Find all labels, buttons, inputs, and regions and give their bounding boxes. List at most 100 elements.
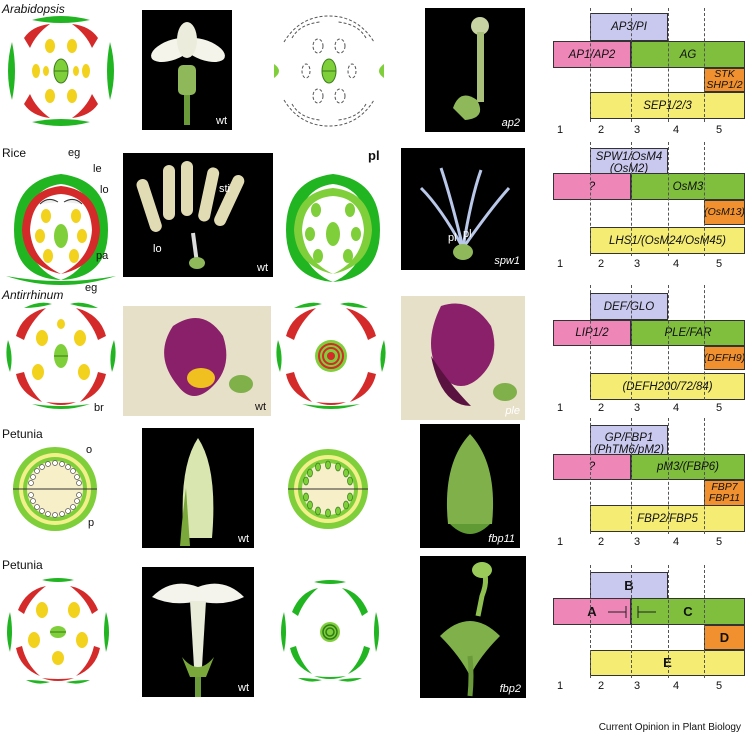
whorl-number: 2 [597,680,605,692]
floral-diagram-wt [6,174,116,285]
whorl-number: 3 [633,536,641,548]
whorl-divider [704,565,705,678]
whorl-divider [668,285,669,400]
gene-box-c: PLE/FAR [631,320,745,346]
mutant-label: spw1 [494,255,520,267]
gene-box-b: AP3/PI [590,13,668,41]
inhibition-arrow-a-to-c [608,606,627,618]
species-label: Petunia [2,558,43,572]
wt-label: wt [257,262,268,274]
floral-diagram-wt [6,302,116,409]
whorl-divider [590,142,591,256]
annotation-le: le [93,163,102,175]
annotation-o: o [86,444,93,456]
whorl-divider [668,8,669,122]
gene-box-b: B [590,572,668,599]
wt-flower-photo: wt [142,567,254,697]
species-label: Petunia [2,427,43,441]
gene-box-a: ? [553,173,631,200]
wt-flower-photo: wt [123,306,271,416]
annotation-pl: pl [463,228,472,240]
mutant-flower-photo: fbp11 [420,424,520,548]
gene-box-a: LIP1/2 [553,320,631,346]
gene-box-d: (DEFH9) [704,346,745,370]
whorl-divider [668,565,669,678]
whorl-number: 1 [556,536,564,548]
mutant-flower-photo: pl pl spw1 [401,148,525,270]
whorl-number: 4 [672,258,680,270]
gene-box-c: pM3/(FBP6) [631,454,745,480]
whorl-divider [590,285,591,400]
gene-box-c: OsM3 [631,173,745,200]
whorl-divider [631,8,632,122]
whorl-number: 2 [597,402,605,414]
mutant-label: ap2 [501,117,520,129]
wt-label: wt [216,115,227,127]
floral-diagram-wt [8,16,114,126]
whorl-divider [631,285,632,400]
mutant-label: ple [505,405,520,417]
wt-label: wt [238,533,249,545]
gene-box-e: E [590,650,745,676]
floral-diagram-mutant [281,580,379,682]
wt-flower-photo: wt [142,428,254,548]
annotation-lo: lo [100,184,109,196]
whorl-number: 3 [633,680,641,692]
whorl-divider [631,418,632,534]
gene-box-d: (OsM13) [704,200,745,225]
annotation-eg: eg [68,147,81,159]
ovary-diagram-wt [13,447,97,531]
gene-box-c: AG [631,41,745,68]
annotation-pl: pl [448,232,457,244]
gene-box-e: FBP2/FBP5 [590,505,745,532]
whorl-number: 5 [715,680,723,692]
floral-diagram-mutant [274,15,384,127]
whorl-number: 3 [633,258,641,270]
ovary-diagram-mutant [288,449,368,529]
mutant-label: fbp11 [488,533,515,545]
annotation-pl: pl [368,148,380,163]
floral-diagram-mutant [276,302,386,409]
annotation-sti: sti [219,183,230,195]
whorl-divider [704,8,705,122]
whorl-number: 5 [715,402,723,414]
whorl-number: 2 [597,536,605,548]
whorl-number: 1 [556,124,564,136]
whorl-number: 4 [672,124,680,136]
floral-diagram-mutant [286,174,380,282]
whorl-number: 1 [556,258,564,270]
whorl-number: 4 [672,402,680,414]
whorl-divider [590,565,591,678]
whorl-divider [704,142,705,256]
wt-label: wt [238,682,249,694]
whorl-number: 1 [556,402,564,414]
gene-box-d: FBP7 FBP11 [704,480,745,506]
whorl-divider [704,418,705,534]
whorl-divider [590,418,591,534]
whorl-divider [631,142,632,256]
annotation-pa: pa [96,250,109,262]
mutant-flower-photo: ple [401,296,525,420]
gene-box-d: D [704,625,745,650]
species-label: Rice [2,146,27,160]
whorl-number: 3 [633,402,641,414]
gene-box-e: LHS1/(OsM24/OsM45) [590,227,745,254]
gene-box-a: ? [553,454,631,480]
annotation-eg: eg [85,282,98,294]
mutant-flower-photo: ap2 [425,8,525,132]
whorl-number: 4 [672,680,680,692]
gene-box-b: DEF/GLO [590,293,668,320]
credit-text: Current Opinion in Plant Biology [598,722,741,733]
annotation-p: p [88,517,95,529]
inhibition-arrow-c-to-a [637,606,656,618]
gene-box-e: (DEFH200/72/84) [590,373,745,400]
species-label: Arabidopsis [2,2,65,16]
whorl-number: 5 [715,536,723,548]
whorl-divider [668,142,669,256]
gene-box-e: SEP1/2/3 [590,92,745,119]
whorl-number: 3 [633,124,641,136]
whorl-number: 2 [597,124,605,136]
whorl-divider [704,285,705,400]
whorl-number: 5 [715,258,723,270]
whorl-divider [631,565,632,678]
